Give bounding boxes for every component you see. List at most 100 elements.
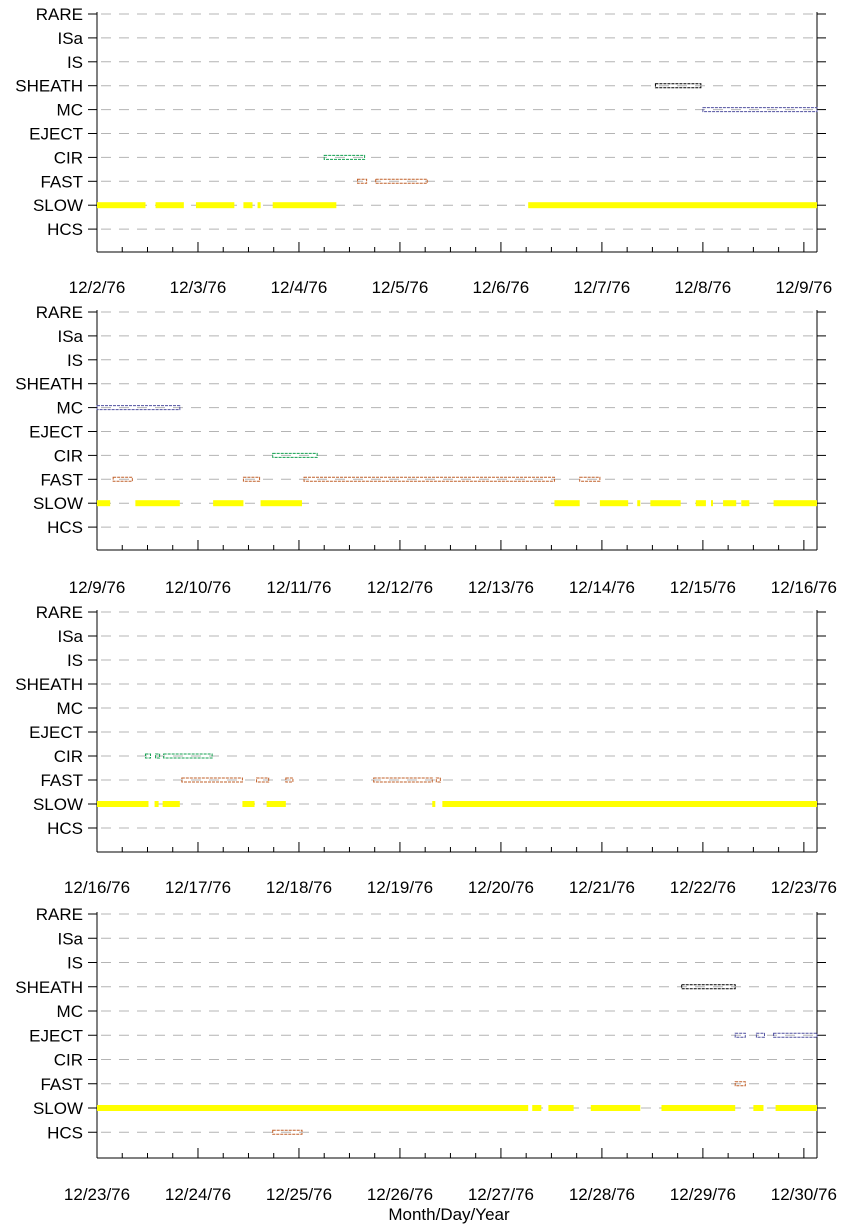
slow-bar [432,801,436,807]
x-axis-title: Month/Day/Year [388,1205,510,1224]
fast-bar [303,476,555,482]
slow-bar [590,1105,641,1111]
cir-bar [323,154,366,160]
slow-bar [97,801,149,807]
y-tick-label: CIR [54,747,83,766]
eject-bar [734,1032,746,1038]
sheath-bar [654,83,702,89]
mc-bar [702,107,818,113]
x-tick-label: 12/5/76 [372,278,429,297]
y-tick-label: MC [57,1002,83,1021]
slow-bar [97,500,111,507]
x-tick-label: 12/3/76 [170,278,227,297]
slow-bar [135,500,180,507]
x-tick-label: 12/15/76 [670,578,736,597]
y-tick-label: SHEATH [15,675,83,694]
slow-bar [548,1105,574,1111]
fast-bar [357,178,368,184]
cir-bar [155,753,161,759]
x-tick-label: 12/13/76 [468,578,534,597]
x-tick-label: 12/21/76 [569,878,635,897]
slow-bar [528,202,817,209]
fast-bar [181,777,243,783]
chart-panel-4: RARE ISa IS SHEATH MC EJECT CIR FAST SLOW HCS 12/2… [15,905,837,1204]
x-tick-label: 12/2/76 [69,278,126,297]
fast-bar [375,178,428,184]
x-tick-label: 12/29/76 [670,1185,736,1204]
chart-panel-3: RARE ISa IS SHEATH MC EJECT CIR FAST SLOW HCS 12/1… [15,603,837,897]
slow-bar [97,1105,529,1111]
x-tick-label: 12/23/76 [771,878,837,897]
y-tick-label: SHEATH [15,375,83,394]
y-tick-label: HCS [47,1123,83,1142]
y-tick-label: MC [57,699,83,718]
x-tick-label: 12/7/76 [574,278,631,297]
x-tick-label: 12/23/76 [64,1185,130,1204]
slow-bar [554,500,580,507]
slow-bar [775,1105,817,1111]
slow-bar [710,500,713,507]
slow-bar [753,1105,764,1111]
slow-bar [661,1105,736,1111]
slow-bar [695,500,706,507]
y-tick-label: FAST [40,1075,83,1094]
x-tick-label: 12/16/76 [64,878,130,897]
x-tick-label: 12/24/76 [165,1185,231,1204]
y-tick-label: CIR [54,446,83,465]
fast-bar [373,777,433,783]
cir-bar [144,753,152,759]
sheath-bar [681,984,736,990]
fast-bar [435,777,441,783]
x-tick-label: 12/28/76 [569,1185,635,1204]
slow-bar [195,202,235,209]
slow-bar [155,202,184,209]
y-tick-label: RARE [36,603,83,622]
y-tick-label: EJECT [29,423,83,442]
slow-bar [599,500,629,507]
y-tick-label: RARE [36,303,83,322]
slow-bar [213,500,244,507]
y-tick-label: CIR [54,1051,83,1070]
slow-bar [154,801,159,807]
slow-bar [442,801,817,807]
y-tick-label: SHEATH [15,978,83,997]
slow-bar [773,500,817,507]
slow-bar [741,500,750,507]
slow-bar [637,500,641,507]
y-tick-label: EJECT [29,723,83,742]
mc-bar [96,405,181,411]
x-tick-label: 12/4/76 [271,278,328,297]
cir-bar [272,452,318,458]
y-tick-label: SLOW [33,795,83,814]
slow-bar [650,500,681,507]
slow-bar [162,801,180,807]
fast-bar [256,777,270,783]
hcs-bar [272,1129,303,1135]
slow-bar [272,202,337,209]
y-tick-label: ISa [57,29,83,48]
slow-bar [532,1105,542,1111]
x-tick-label: 12/18/76 [266,878,332,897]
x-tick-label: 12/8/76 [675,278,732,297]
y-tick-label: SHEATH [15,77,83,96]
y-tick-label: MC [57,101,83,120]
x-tick-label: 12/12/76 [367,578,433,597]
y-tick-label: HCS [47,819,83,838]
x-tick-label: 12/30/76 [771,1185,837,1204]
slow-bar [242,801,255,807]
y-tick-label: CIR [54,148,83,167]
y-tick-label: FAST [40,172,83,191]
eject-bar [773,1032,818,1038]
y-tick-label: EJECT [29,1026,83,1045]
slow-bar [266,801,286,807]
x-tick-label: 12/17/76 [165,878,231,897]
x-tick-label: 12/19/76 [367,878,433,897]
y-tick-label: FAST [40,771,83,790]
fast-bar [579,476,601,482]
slow-bar [260,500,302,507]
x-tick-label: 12/25/76 [266,1185,332,1204]
y-tick-label: SLOW [33,1099,83,1118]
x-tick-label: 12/9/76 [69,578,126,597]
x-tick-label: 12/14/76 [569,578,635,597]
